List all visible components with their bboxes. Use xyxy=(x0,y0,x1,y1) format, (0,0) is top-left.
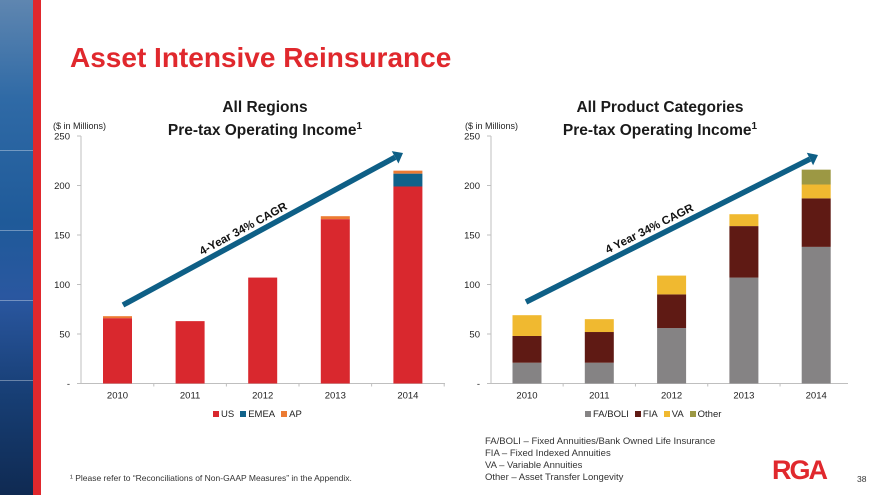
x-tick-label: 2010 xyxy=(107,391,128,402)
x-tick-label: 2011 xyxy=(589,391,609,402)
y-tick-label: 150 xyxy=(54,231,70,242)
footnote-marker: 1 xyxy=(751,121,758,132)
legend-label: FIA xyxy=(642,409,658,420)
chart-title-line1: All Regions xyxy=(222,99,308,116)
bar-segment-fia-2010 xyxy=(512,335,542,363)
legend-swatch xyxy=(240,411,247,417)
legend-products: FA/BOLI FIA VA Other xyxy=(585,409,721,420)
legend-item: US xyxy=(213,409,234,420)
legend-item: EMEA xyxy=(240,409,275,420)
bar-segment-va-2011 xyxy=(584,319,614,333)
bar-segment-us-2011 xyxy=(175,321,205,384)
bar-segment-va-2014 xyxy=(801,184,831,199)
legend-item: AP xyxy=(281,409,302,420)
legend-item: FA/BOLI xyxy=(585,409,629,420)
note-line: Other – Asset Transfer Longevity xyxy=(485,472,624,483)
legend-swatch xyxy=(281,411,288,417)
legend-swatch xyxy=(634,411,641,417)
note-line: FA/BOLI – Fixed Annuities/Bank Owned Lif… xyxy=(485,436,716,447)
y-tick-label: 200 xyxy=(464,181,480,192)
chart-title-regions: All Regions Pre-tax Operating Income1 xyxy=(150,98,380,140)
bar-segment-us-2013 xyxy=(320,219,350,384)
abbreviation-notes: FA/BOLI – Fixed Annuities/Bank Owned Lif… xyxy=(485,436,715,484)
y-tick-label: 200 xyxy=(54,181,70,192)
bar-segment-ap-2014 xyxy=(393,170,423,174)
bar-segment-fia-2012 xyxy=(657,294,687,329)
y-tick-label: 250 xyxy=(464,132,480,143)
bar-segment-fa-boli-2010 xyxy=(512,362,542,384)
legend-label: US xyxy=(221,409,235,420)
x-tick-label: 2013 xyxy=(733,391,754,402)
bar-segment-va-2013 xyxy=(729,214,759,227)
y-tick-label: 150 xyxy=(464,231,480,242)
y-tick-label: 100 xyxy=(464,280,480,291)
bar-segment-fia-2013 xyxy=(729,226,759,278)
bar-segment-ap-2010 xyxy=(103,316,132,319)
cagr-annotation: 4 Year 34% CAGR xyxy=(604,202,697,257)
bar-segment-fa-boli-2014 xyxy=(801,246,831,384)
bar-segment-va-2012 xyxy=(657,275,687,295)
legend-item: VA xyxy=(663,409,684,420)
cagr-arrow-head xyxy=(806,152,818,166)
legend-swatch xyxy=(663,411,670,417)
bar-segment-fa-boli-2013 xyxy=(729,277,759,384)
legend-swatch xyxy=(213,411,219,417)
bar-segment-us-2010 xyxy=(103,318,132,384)
x-tick-label: 2012 xyxy=(661,391,682,402)
cagr-annotation: 4-Year 34% CAGR xyxy=(198,200,290,258)
x-tick-label: 2012 xyxy=(252,391,273,402)
bar-segment-us-2012 xyxy=(248,277,278,384)
bar-segment-fia-2014 xyxy=(801,198,831,247)
x-tick-label: 2013 xyxy=(325,391,346,402)
legend-label: EMEA xyxy=(248,409,276,420)
note-line: VA – Variable Annuities xyxy=(485,460,583,471)
bar-segment-other-2014 xyxy=(801,169,831,185)
legend-item: Other xyxy=(689,409,722,420)
x-tick-label: 2011 xyxy=(180,391,200,402)
legend-label: FA/BOLI xyxy=(593,409,629,420)
chart-title-line2: Pre-tax Operating Income xyxy=(167,122,357,140)
legend-label: VA xyxy=(671,409,684,420)
y-tick-label: - xyxy=(477,379,480,390)
chart-title-products: All Product Categories Pre-tax Operating… xyxy=(540,98,780,140)
y-axis-units: ($ in Millions) xyxy=(53,121,107,131)
y-tick-label: 50 xyxy=(59,330,70,341)
decorative-red-bar xyxy=(33,0,41,495)
bar-segment-us-2014 xyxy=(393,186,423,384)
footnote-marker: 1 xyxy=(356,121,363,132)
cagr-arrow-shaft xyxy=(524,156,812,305)
y-tick-label: 50 xyxy=(469,330,480,341)
bar-segment-emea-2014 xyxy=(393,173,423,187)
bar-segment-fa-boli-2012 xyxy=(657,328,687,384)
slide-title: Asset Intensive Reinsurance xyxy=(70,42,452,73)
x-tick-label: 2014 xyxy=(397,391,418,402)
rga-logo: RGA xyxy=(772,455,828,485)
legend-item: FIA xyxy=(634,409,658,420)
chart-title-line1: All Product Categories xyxy=(576,99,744,116)
y-tick-label: 100 xyxy=(54,280,70,291)
legend-swatch xyxy=(585,411,591,417)
bar-segment-fia-2011 xyxy=(584,332,614,363)
decorative-sidebar-image xyxy=(0,0,33,495)
legend-swatch xyxy=(689,411,696,417)
cagr-arrow-shaft xyxy=(121,154,397,308)
legend-label: AP xyxy=(289,409,302,420)
legend-label: Other xyxy=(697,409,722,420)
y-tick-label: - xyxy=(67,379,70,390)
legend-regions: US EMEA AP xyxy=(213,409,302,420)
footnote: ¹ Please refer to “Reconciliations of No… xyxy=(70,473,352,483)
y-axis-units: ($ in Millions) xyxy=(465,121,519,131)
page-number: 38 xyxy=(857,474,867,484)
x-tick-label: 2014 xyxy=(806,391,827,402)
note-line: FIA – Fixed Indexed Annuities xyxy=(485,448,611,459)
bar-segment-ap-2013 xyxy=(320,216,350,220)
x-tick-label: 2010 xyxy=(516,391,537,402)
chart-title-line2: Pre-tax Operating Income xyxy=(562,122,752,140)
cagr-arrow-head xyxy=(391,151,403,164)
y-tick-label: 250 xyxy=(54,132,70,143)
bar-segment-fa-boli-2011 xyxy=(584,362,614,384)
bar-segment-va-2010 xyxy=(512,315,542,336)
